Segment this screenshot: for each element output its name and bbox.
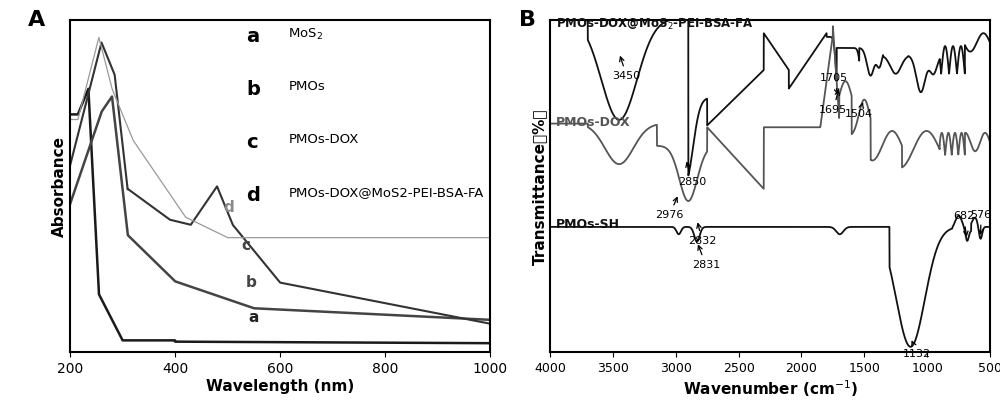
Text: PMOs-DOX: PMOs-DOX	[556, 116, 631, 129]
Y-axis label: Transmittance（%）: Transmittance（%）	[532, 108, 547, 264]
Text: PMOs-DOX: PMOs-DOX	[288, 133, 359, 146]
Text: 576: 576	[971, 209, 992, 234]
Text: d: d	[246, 186, 260, 205]
Text: PMOs-DOX@MoS2-PEI-BSA-FA: PMOs-DOX@MoS2-PEI-BSA-FA	[288, 186, 484, 199]
Y-axis label: Absorbance: Absorbance	[52, 136, 67, 237]
Text: c: c	[246, 133, 258, 152]
Text: 3450: 3450	[613, 57, 641, 81]
Text: a: a	[246, 27, 260, 46]
Text: 2831: 2831	[692, 245, 720, 270]
Text: MoS$_2$: MoS$_2$	[288, 27, 323, 42]
X-axis label: Wavenumber (cm$^{-1}$): Wavenumber (cm$^{-1}$)	[683, 378, 857, 399]
Text: 1695: 1695	[819, 91, 847, 115]
Text: a: a	[248, 309, 259, 324]
Text: 1705: 1705	[820, 73, 848, 94]
Text: PMOs-DOX@MoS$_2$-PEI-BSA-FA: PMOs-DOX@MoS$_2$-PEI-BSA-FA	[556, 17, 754, 32]
Text: 2832: 2832	[688, 224, 716, 246]
Text: b: b	[246, 80, 260, 99]
Text: 2976: 2976	[655, 198, 684, 220]
Text: B: B	[519, 10, 536, 30]
Text: PMOs-SH: PMOs-SH	[556, 217, 620, 231]
Text: d: d	[224, 200, 235, 215]
Text: A: A	[28, 10, 45, 30]
Text: 1504: 1504	[845, 103, 873, 119]
Text: 682: 682	[953, 211, 974, 236]
X-axis label: Wavelength (nm): Wavelength (nm)	[206, 379, 354, 394]
Text: 1132: 1132	[903, 341, 931, 359]
Text: PMOs: PMOs	[288, 80, 325, 93]
Text: b: b	[246, 275, 257, 290]
Text: 2850: 2850	[678, 163, 706, 187]
Text: c: c	[242, 238, 251, 253]
